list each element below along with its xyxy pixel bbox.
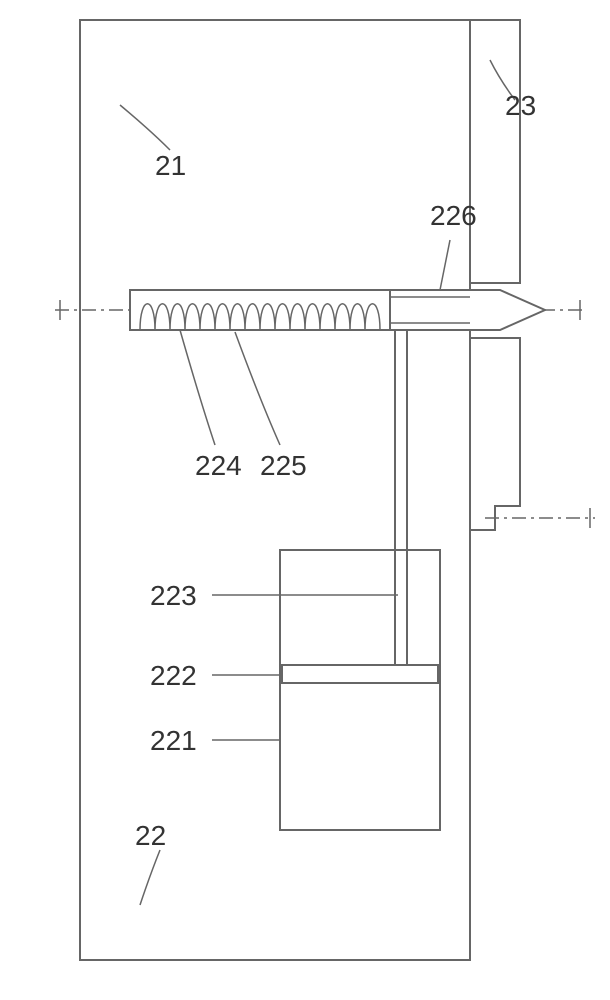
leader-225 (235, 332, 280, 445)
leader-21 (120, 105, 170, 150)
label-225: 225 (260, 450, 307, 482)
label-221: 221 (150, 725, 197, 757)
label-23: 23 (505, 90, 536, 122)
piston (282, 665, 438, 683)
leader-22 (140, 850, 160, 905)
tip-body (390, 290, 545, 330)
label-223: 223 (150, 580, 197, 612)
cylinder-body (280, 550, 440, 830)
leader-226 (440, 240, 450, 290)
label-226: 226 (430, 200, 477, 232)
vertical-rod (395, 330, 407, 550)
leader-224 (180, 330, 215, 445)
label-222: 222 (150, 660, 197, 692)
right-panel-upper (470, 20, 520, 283)
label-21: 21 (155, 150, 186, 182)
label-224: 224 (195, 450, 242, 482)
label-22: 22 (135, 820, 166, 852)
right-panel-lower (470, 338, 520, 530)
technical-drawing (0, 0, 610, 1000)
